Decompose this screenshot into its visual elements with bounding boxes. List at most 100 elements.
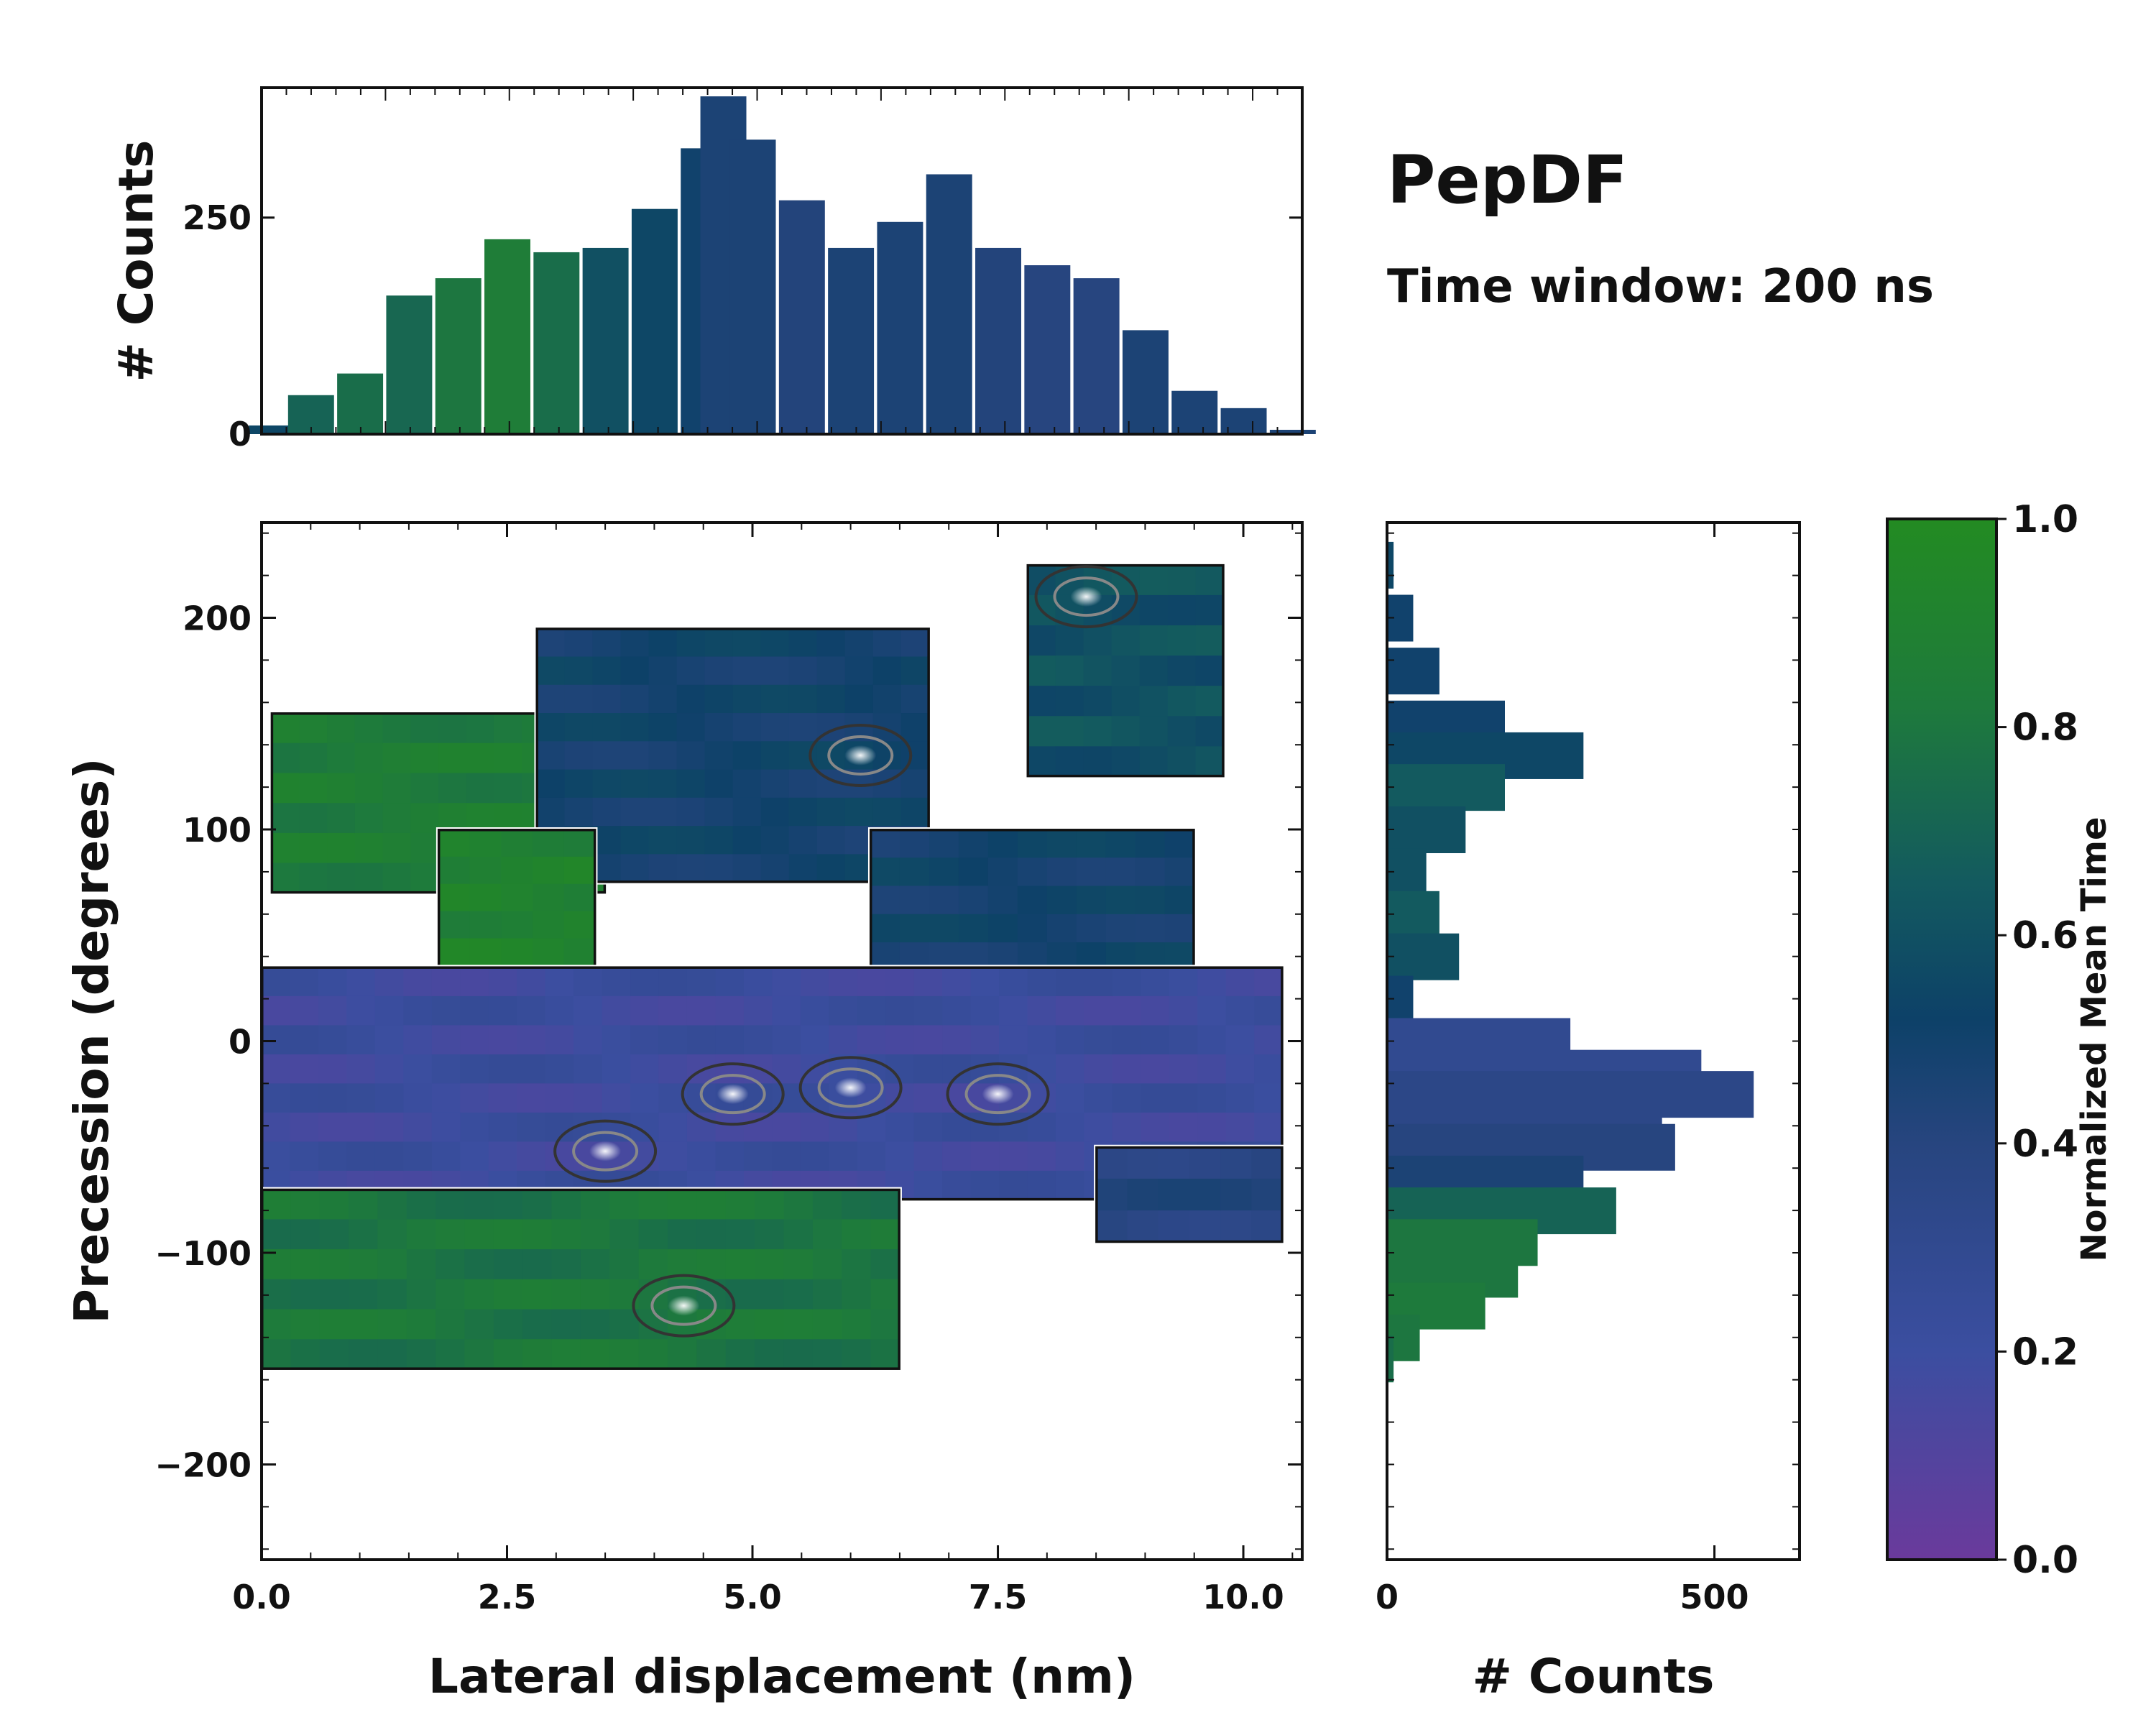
heatmap-cell (431, 995, 461, 1026)
heatmap-cell (493, 1219, 524, 1251)
heatmap-cell (899, 829, 930, 859)
heatmap-cell (517, 1083, 546, 1113)
heatmap-cell (602, 967, 632, 997)
heatmap-cell (1169, 1054, 1199, 1085)
right-histogram-bar (1387, 933, 1460, 980)
heatmap-cell (942, 967, 972, 997)
top-histogram-bars (249, 96, 1316, 435)
heatmap-cell (913, 1054, 944, 1085)
heatmap-cell (466, 742, 495, 774)
heatmap-cell (545, 1054, 575, 1085)
density-contour-inner (817, 1067, 884, 1108)
heatmap-cell (436, 1309, 466, 1340)
heatmap-cell (469, 938, 502, 967)
heatmap-cell (1139, 564, 1169, 596)
heatmap-cell (668, 1219, 698, 1251)
heatmap-cell (290, 1219, 321, 1251)
main-xtick-label: 5.0 (723, 1578, 782, 1616)
heatmap-cell (1254, 1054, 1284, 1085)
heatmap-cell (999, 995, 1028, 1026)
heatmap-cell (536, 684, 566, 714)
heatmap-cell (406, 1189, 437, 1220)
heatmap-cell (327, 832, 356, 864)
heatmap-cell (987, 829, 1018, 859)
heatmap-cell (1111, 686, 1141, 717)
heatmap-cell (1220, 1178, 1253, 1212)
heatmap-cell (788, 826, 818, 855)
heatmap-cell (816, 684, 846, 714)
heatmap-cell (870, 886, 900, 915)
colorbar-ticks: 0.0 0.2 0.4 0.6 0.8 1.0 (1996, 498, 2078, 1582)
heatmap-cell (958, 886, 989, 915)
heatmap-cell (1055, 1025, 1085, 1055)
heatmap-cell (648, 854, 678, 883)
colorbar-tick-label: 1.0 (2012, 498, 2078, 541)
heatmap-cell (816, 741, 846, 770)
heatmap-cell (271, 832, 300, 864)
heatmap-cell (704, 854, 734, 883)
heatmap-cell (436, 1339, 466, 1370)
heatmap-cell (403, 1141, 433, 1172)
heatmap-cell (704, 628, 734, 658)
heatmap-cell (377, 1249, 407, 1280)
heatmap-cell (522, 1189, 553, 1220)
heatmap-cell (1055, 716, 1084, 748)
density-contour-outer (1034, 565, 1138, 629)
heatmap-cell (564, 797, 594, 827)
heatmap-cell (406, 1339, 437, 1370)
heatmap-cell (290, 967, 319, 997)
heatmap-cell (318, 1141, 348, 1172)
heatmap-cell (658, 995, 688, 1026)
heatmap-cell (464, 1189, 494, 1220)
heatmap-cell (1167, 746, 1197, 778)
heatmap-cell (760, 769, 790, 799)
heatmap-cell (715, 1112, 745, 1143)
heatmap-cell (1189, 1178, 1222, 1212)
density-contour-inner (964, 1074, 1031, 1115)
heatmap-cell (563, 883, 596, 912)
heatmap-cell (1158, 1210, 1190, 1243)
heatmap-cell (460, 1112, 489, 1143)
heatmap-cell (374, 995, 405, 1026)
heatmap-cell (551, 1219, 581, 1251)
heatmap-cell (563, 911, 596, 939)
top-histogram-ylabel: # Counts (109, 140, 164, 382)
heatmap-cell (1169, 967, 1199, 997)
colorbar-tick-label: 0.0 (2012, 1539, 2078, 1582)
heatmap-cell (885, 967, 915, 997)
heatmap-cell (732, 854, 762, 883)
heatmap-cell (438, 829, 471, 857)
heatmap-cell (382, 862, 412, 894)
heatmap-cell (382, 832, 412, 864)
heatmap-cell (870, 1219, 900, 1251)
heatmap-cell (999, 967, 1028, 997)
heatmap-cell (1105, 914, 1136, 944)
heatmap-cell (431, 1141, 461, 1172)
top-ytick-label: 250 (183, 198, 252, 237)
density-contour-outer (632, 1274, 736, 1338)
heatmap-cell (290, 1279, 321, 1310)
heatmap-cell (772, 1025, 801, 1055)
heatmap-cell (715, 1141, 745, 1172)
heatmap-cell (1141, 1025, 1170, 1055)
heatmap-cell (1027, 716, 1056, 748)
right-histogram-bar (1387, 764, 1505, 811)
heatmap-cell (406, 1309, 437, 1340)
top-histogram-bar (1024, 265, 1071, 434)
heatmap-cell (870, 1189, 900, 1220)
heatmap-cell (913, 1112, 944, 1143)
heatmap-cell (271, 803, 300, 834)
heatmap-cell (620, 713, 650, 742)
heatmap-cell (676, 741, 706, 770)
heatmap-cell (676, 713, 706, 742)
heatmap-cell (630, 1083, 660, 1113)
top-histogram-panel: 0 250 # Counts (109, 86, 1316, 454)
heatmap-cell (522, 1279, 553, 1310)
heatmap-cell (573, 995, 603, 1026)
heatmap-cell (318, 1054, 348, 1085)
heatmap-cell (812, 1279, 843, 1310)
heatmap-cell (800, 995, 830, 1026)
heatmap-cell (760, 684, 790, 714)
heatmap-cell (501, 883, 534, 912)
heatmap-cell (436, 1279, 466, 1310)
